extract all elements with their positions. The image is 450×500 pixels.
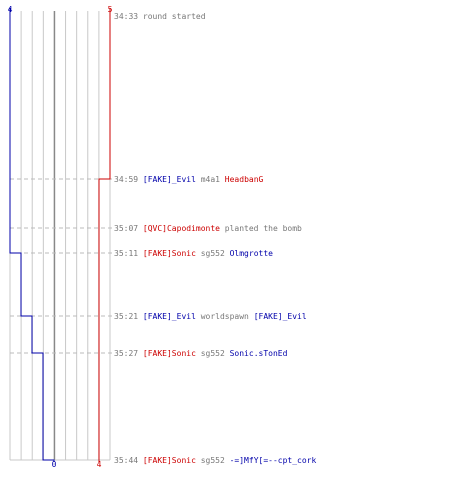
event-time: 34:59 xyxy=(114,175,143,184)
event-time: 35:27 xyxy=(114,349,143,358)
event-text: [FAKE]_Evil xyxy=(143,312,196,321)
event-row: 35:11 [FAKE]Sonic sg552 Olmgrotte xyxy=(114,249,273,258)
event-text: [FAKE]Sonic xyxy=(143,249,196,258)
event-row: 35:07 [QVC]Capodimonte planted the bomb xyxy=(114,224,302,233)
event-text: -=]MfY[=--cpt_cork xyxy=(230,456,317,465)
labels: 4 5 0 4 xyxy=(8,5,113,469)
series-lines xyxy=(9,8,111,462)
event-text: sg552 xyxy=(196,249,230,258)
event-dash-lines xyxy=(10,178,112,354)
event-text: Sonic.sTonEd xyxy=(230,349,288,358)
series-line-red xyxy=(98,8,111,462)
event-text: Olmgrotte xyxy=(230,249,274,258)
event-text: sg552 xyxy=(196,456,230,465)
event-row: 35:27 [FAKE]Sonic sg552 Sonic.sTonEd xyxy=(114,349,288,358)
event-row: 34:33 round started xyxy=(114,12,206,21)
series-line-blue xyxy=(9,8,55,462)
blue-end-label: 0 xyxy=(52,460,57,469)
event-time: 35:11 xyxy=(114,249,143,258)
event-text: m4a1 xyxy=(196,175,225,184)
event-text: sg552 xyxy=(196,349,230,358)
event-time: 35:21 xyxy=(114,312,143,321)
event-text: worldspawn xyxy=(196,312,254,321)
event-row: 35:44 [FAKE]Sonic sg552 -=]MfY[=--cpt_co… xyxy=(114,456,316,465)
event-time: 35:44 xyxy=(114,456,143,465)
event-text: [FAKE]Sonic xyxy=(143,349,196,358)
event-text: [FAKE]Sonic xyxy=(143,456,196,465)
event-log: 34:33 round started 34:59 [FAKE]_Evil m4a… xyxy=(114,12,316,465)
event-text: planted the bomb xyxy=(220,224,302,233)
event-time: 35:07 xyxy=(114,224,143,233)
blue-start-label: 4 xyxy=(8,5,13,14)
red-start-label: 5 xyxy=(108,5,113,14)
event-row: 35:21 [FAKE]_Evil worldspawn [FAKE]_Evil xyxy=(114,312,307,321)
event-text: round started xyxy=(143,12,206,21)
event-text: [FAKE]_Evil xyxy=(143,175,196,184)
event-row: 34:59 [FAKE]_Evil m4a1 HeadbanG xyxy=(114,175,264,184)
event-text: [QVC]Capodimonte xyxy=(143,224,220,233)
event-time: 34:33 xyxy=(114,12,143,21)
grid-lines xyxy=(9,11,111,461)
event-text: [FAKE]_Evil xyxy=(254,312,307,321)
red-end-label: 4 xyxy=(97,460,102,469)
event-text: HeadbanG xyxy=(225,175,264,184)
